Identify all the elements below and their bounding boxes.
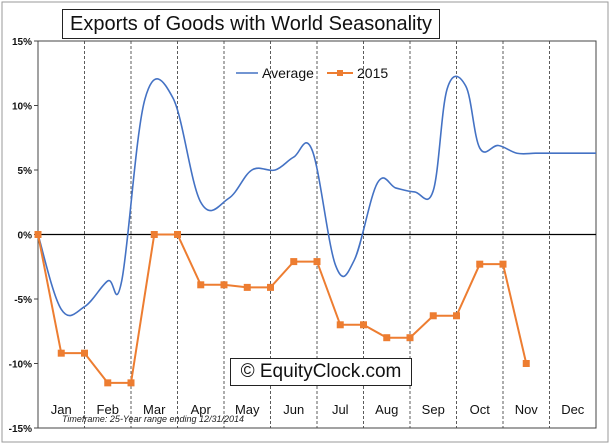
- series-marker-2015: [476, 260, 484, 268]
- series-marker-2015: [336, 321, 344, 329]
- series-marker-2015: [290, 258, 298, 266]
- series-line-2015: [37, 233, 528, 384]
- series-marker-2015: [499, 260, 507, 268]
- x-tick-label: Aug: [375, 402, 398, 417]
- series-marker-2015: [174, 231, 181, 238]
- series-marker-2015: [81, 349, 88, 357]
- x-tick-label: Nov: [515, 402, 539, 417]
- legend-label-2015: 2015: [357, 65, 388, 81]
- x-tick-label: Jul: [332, 402, 349, 417]
- x-tick-label: Feb: [97, 402, 119, 417]
- series-marker-2015: [243, 283, 251, 291]
- y-tick-label: 0%: [18, 231, 33, 242]
- series-marker-2015: [313, 258, 321, 266]
- y-tick-label: -15%: [9, 424, 32, 435]
- series-marker-2015: [453, 312, 460, 320]
- series-line-average: [37, 75, 596, 317]
- x-tick-label: Apr: [191, 402, 212, 417]
- x-tick-label: Dec: [561, 402, 585, 417]
- series-marker-2015: [127, 379, 135, 387]
- x-tick-label: Sep: [422, 402, 445, 417]
- series-marker-2015: [34, 231, 42, 238]
- legend-marker-2015: [337, 70, 343, 76]
- axis-layer: -15% -10% -5% 0% 5% 10% 15% Jan Feb Mar Apr May Jun J…: [9, 37, 596, 435]
- series-marker-2015: [267, 283, 274, 291]
- y-tick-label: 5%: [18, 166, 33, 177]
- series-marker-2015: [383, 334, 391, 342]
- series-marker-2015: [360, 321, 367, 329]
- x-tick-label: Jan: [51, 402, 72, 417]
- y-tick-label: -10%: [9, 360, 32, 371]
- series-marker-2015: [57, 349, 65, 357]
- y-tick-label: 15%: [12, 37, 32, 48]
- series-marker-2015: [522, 360, 530, 367]
- series-marker-2015: [406, 334, 414, 342]
- y-tick-label: -5%: [14, 295, 32, 306]
- x-tick-label: May: [235, 402, 260, 417]
- chart-title: Exports of Goods with World Seasonality: [62, 9, 440, 39]
- x-tick-label: Oct: [470, 402, 491, 417]
- legend-label-average: Average: [262, 65, 314, 81]
- x-tick-label: Jun: [283, 402, 304, 417]
- series-layer: [34, 75, 596, 387]
- series-marker-2015: [220, 281, 228, 289]
- legend: Average 2015: [236, 65, 388, 81]
- watermark: © EquityClock.com: [230, 358, 412, 386]
- x-tick-label: Mar: [143, 402, 166, 417]
- series-marker-2015: [197, 281, 205, 289]
- series-marker-2015: [429, 312, 437, 320]
- series-marker-2015: [150, 231, 158, 238]
- y-tick-label: 10%: [12, 102, 32, 113]
- footnote: Timeframe: 25-Year range ending 12/31/20…: [62, 414, 245, 424]
- series-marker-2015: [104, 379, 112, 387]
